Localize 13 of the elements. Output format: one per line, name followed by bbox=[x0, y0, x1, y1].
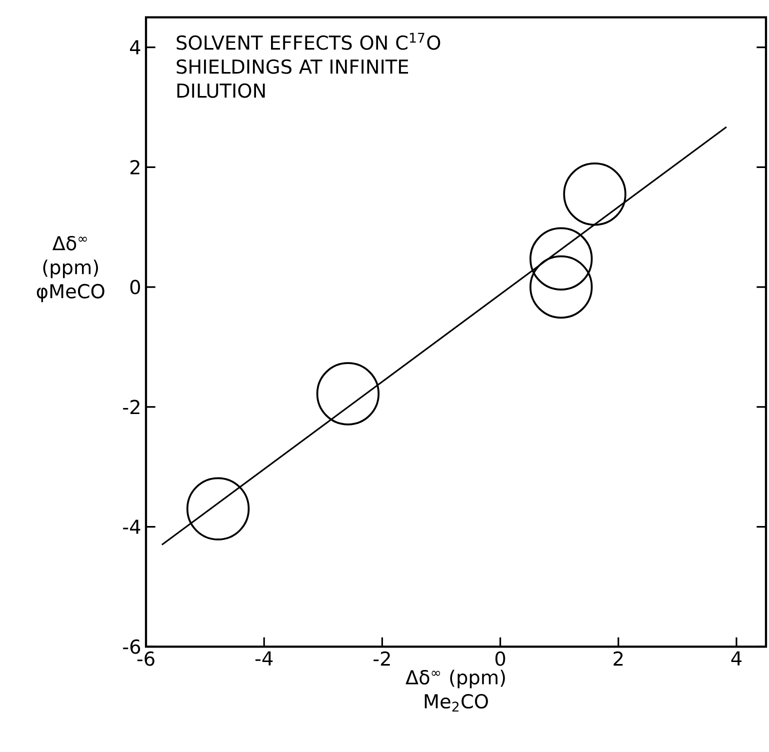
x-tick-label: 0 bbox=[495, 651, 506, 666]
x-tick-label: 4 bbox=[731, 651, 742, 666]
y-tick-label: 4 bbox=[130, 40, 140, 54]
text: SOLVENT EFFECTS ON C$^{17}$O SHIELDINGS AT INFINITE DILUTION bbox=[176, 32, 440, 98]
x-axis-title: Δδ$^{∞}$ (ppm) Me$_{2}$CO bbox=[406, 670, 505, 712]
text: Δδ$^{∞}$ (ppm) φMeCO bbox=[36, 236, 104, 302]
y-tick-label: 0 bbox=[130, 280, 140, 294]
y-tick-label: 2 bbox=[130, 160, 140, 174]
y-tick-label: -2 bbox=[123, 400, 140, 414]
x-tick-label: 2 bbox=[614, 651, 623, 666]
y-tick-label: -4 bbox=[123, 520, 140, 534]
x-tick-label: -4 bbox=[255, 651, 273, 666]
x-tick-label: -2 bbox=[374, 651, 390, 666]
